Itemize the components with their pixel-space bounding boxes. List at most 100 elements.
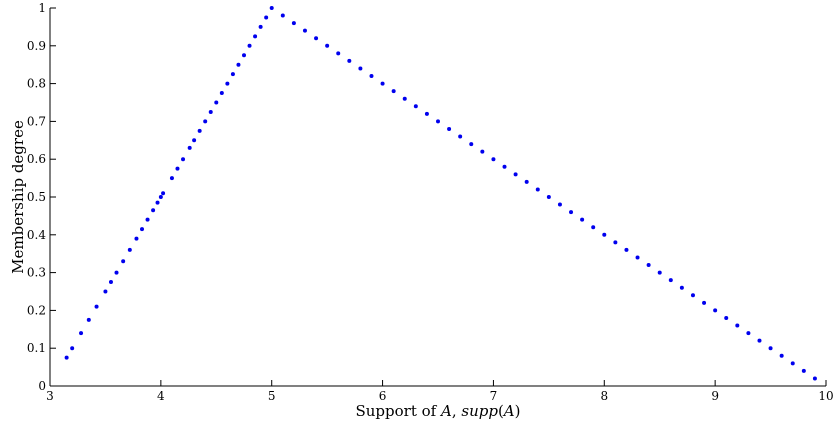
data-point bbox=[602, 232, 607, 237]
data-point bbox=[181, 157, 186, 162]
data-point bbox=[155, 200, 160, 205]
data-point bbox=[746, 331, 751, 336]
data-point bbox=[158, 195, 163, 199]
x-label-sep: , bbox=[452, 402, 462, 420]
data-point bbox=[264, 15, 269, 20]
data-point bbox=[613, 240, 618, 245]
y-axis-label: Membership degree bbox=[9, 120, 27, 274]
y-tick-label: 0.8 bbox=[27, 77, 46, 91]
data-point bbox=[513, 172, 518, 177]
x-label-open: ( bbox=[498, 402, 504, 420]
y-tick-label: 0.2 bbox=[27, 303, 46, 317]
data-point bbox=[735, 323, 740, 328]
data-point bbox=[557, 202, 562, 207]
data-point bbox=[187, 145, 192, 150]
data-point bbox=[127, 247, 132, 252]
data-point bbox=[161, 191, 166, 196]
y-axis-ticks: 0 0.1 0.2 0.3 0.4 0.5 0.6 0.7 0.8 0.9 1 bbox=[27, 1, 56, 393]
data-point bbox=[192, 138, 197, 143]
data-point bbox=[391, 89, 396, 94]
x-label-set: A bbox=[439, 402, 452, 420]
data-point bbox=[175, 166, 180, 171]
data-point bbox=[247, 43, 252, 48]
x-tick-label: 10 bbox=[818, 389, 833, 403]
data-point bbox=[790, 361, 795, 366]
data-point bbox=[380, 81, 385, 86]
data-point bbox=[469, 142, 474, 147]
data-point bbox=[580, 217, 585, 222]
data-point bbox=[702, 300, 707, 305]
data-point bbox=[535, 187, 540, 192]
data-point bbox=[269, 6, 274, 10]
data-point bbox=[713, 308, 718, 313]
data-point bbox=[524, 179, 529, 184]
data-point bbox=[679, 285, 684, 290]
data-point bbox=[108, 280, 113, 285]
data-point bbox=[169, 176, 174, 181]
x-label-func: supp bbox=[461, 402, 498, 420]
data-points bbox=[64, 6, 817, 381]
data-point bbox=[480, 149, 485, 154]
data-point bbox=[302, 28, 307, 33]
data-point bbox=[779, 353, 784, 358]
y-tick-label: 0.4 bbox=[27, 228, 46, 242]
data-point bbox=[546, 195, 551, 199]
data-point bbox=[458, 134, 463, 139]
data-point bbox=[646, 263, 651, 268]
data-point bbox=[402, 96, 407, 101]
data-point bbox=[768, 346, 773, 351]
data-point bbox=[447, 126, 452, 131]
data-point bbox=[325, 43, 330, 48]
x-tick-label: 7 bbox=[490, 389, 498, 403]
data-point bbox=[635, 255, 640, 260]
data-point bbox=[491, 157, 496, 162]
data-point bbox=[145, 217, 150, 222]
data-point bbox=[253, 34, 258, 39]
data-point bbox=[668, 278, 673, 283]
data-point bbox=[657, 270, 662, 275]
y-tick-label: 1 bbox=[38, 1, 46, 15]
y-tick-label: 0 bbox=[38, 379, 46, 393]
data-point bbox=[236, 62, 241, 67]
data-point bbox=[369, 74, 374, 79]
x-label-close: ) bbox=[515, 402, 521, 420]
data-point bbox=[203, 119, 208, 124]
x-tick-label: 5 bbox=[268, 389, 276, 403]
data-point bbox=[242, 53, 246, 58]
data-point bbox=[225, 81, 230, 86]
x-tick-label: 9 bbox=[711, 389, 719, 403]
data-point bbox=[424, 111, 429, 116]
x-axis-ticks: 3 4 5 6 7 8 9 10 bbox=[46, 380, 834, 403]
data-point bbox=[114, 270, 119, 275]
data-point bbox=[134, 236, 139, 241]
data-point bbox=[140, 227, 145, 232]
data-point bbox=[230, 72, 235, 77]
data-point bbox=[801, 368, 806, 373]
data-point bbox=[258, 24, 263, 29]
data-point bbox=[208, 109, 213, 114]
data-point bbox=[336, 51, 341, 56]
y-tick-label: 0.7 bbox=[27, 114, 46, 128]
data-point bbox=[757, 338, 762, 343]
data-point bbox=[690, 293, 695, 298]
y-tick-label: 0.9 bbox=[27, 39, 46, 53]
data-point bbox=[314, 36, 319, 41]
data-point bbox=[724, 315, 729, 320]
data-point bbox=[358, 66, 363, 71]
data-point bbox=[121, 259, 126, 264]
data-point bbox=[103, 289, 108, 294]
x-tick-label: 4 bbox=[157, 389, 165, 403]
data-point bbox=[70, 346, 75, 351]
data-point bbox=[812, 376, 817, 381]
x-tick-label: 6 bbox=[379, 389, 387, 403]
data-point bbox=[291, 21, 296, 26]
y-tick-label: 0.3 bbox=[27, 266, 46, 280]
data-point bbox=[624, 247, 629, 252]
data-point bbox=[214, 100, 219, 105]
data-point bbox=[436, 119, 440, 124]
data-point bbox=[413, 104, 418, 109]
data-point bbox=[569, 210, 574, 215]
data-point bbox=[197, 128, 202, 133]
x-tick-label: 3 bbox=[46, 389, 54, 403]
